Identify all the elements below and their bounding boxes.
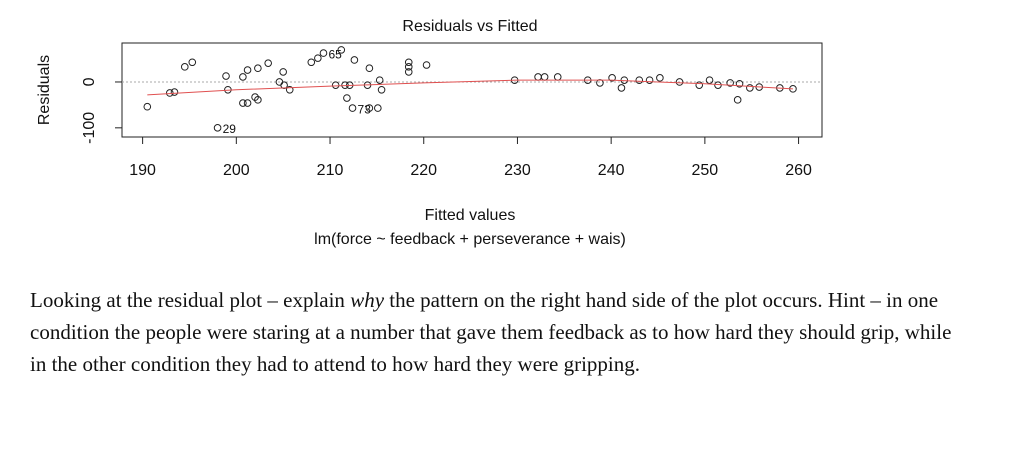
smooth-line [147,79,793,96]
point [264,59,272,67]
point [377,85,386,94]
point [307,58,316,67]
chart: Residuals vs Fitted Fitted values lm(for… [36,18,823,248]
question-text: Looking at the residual plot – explain w… [30,284,970,380]
point [540,73,549,81]
point [331,81,340,89]
point [279,68,287,76]
point [608,74,616,82]
point [656,74,664,82]
point [180,63,189,71]
point [222,72,230,80]
chart-title: Residuals vs Fitted [402,18,537,35]
y-tick-label: 0 [81,77,98,86]
point [534,73,542,81]
x-tick-label: 210 [317,162,344,179]
emphasis: why [350,288,385,312]
point [343,94,351,102]
x-tick-label: 200 [223,162,250,179]
point [404,68,413,76]
point [374,104,382,112]
point [143,102,152,111]
point [733,96,742,104]
point [254,64,262,73]
x-tick-label: 220 [410,162,437,179]
point [705,76,714,84]
point [553,73,562,81]
point [188,58,197,67]
x-axis-label: Fitted values [425,207,516,224]
point [635,76,644,84]
x-tick-label: 250 [692,162,719,179]
point [617,84,626,92]
point [254,96,262,104]
point [280,81,288,89]
plot-frame [121,42,823,138]
x-tick-label: 260 [785,162,812,179]
point [695,81,704,89]
point [365,64,374,73]
point [285,85,294,94]
y-axis-label: Residuals [36,55,53,125]
point [596,79,604,87]
point [726,79,734,87]
point [243,99,252,107]
x-tick-label: 190 [129,162,156,179]
text: Looking at the residual plot – explain [30,288,351,312]
point [404,63,413,71]
point [348,104,357,112]
point [314,54,322,62]
point [239,73,247,81]
point [422,61,431,69]
point [319,49,328,57]
point [350,56,359,64]
point [213,124,222,132]
point [337,46,346,54]
y-tick-label: -100 [81,112,98,144]
point [404,58,413,67]
point [243,66,252,74]
x-tick-label: 240 [598,162,625,179]
point [365,104,374,112]
point [170,88,179,96]
point [675,78,684,86]
point-label: 65 [328,47,342,61]
point [746,84,754,92]
point [645,76,654,84]
point [239,99,247,107]
x-tick-label: 230 [504,162,531,179]
text: the pattern on the right hand side of th… [30,288,952,376]
point-label: 29 [223,122,237,136]
point [735,80,744,88]
point-label: 73 [358,102,372,116]
chart-subtitle: lm(force ~ feedback + perseverance + wai… [314,231,626,248]
point [375,76,384,84]
